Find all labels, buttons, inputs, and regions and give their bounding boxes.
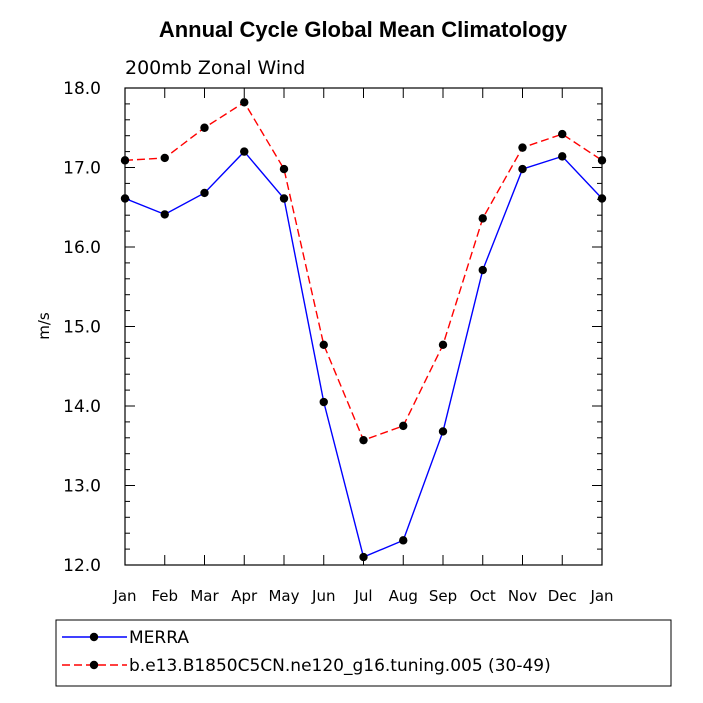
legend-label: b.e13.B1850C5CN.ne120_g16.tuning.005 (30… [129, 656, 551, 676]
data-point [518, 143, 527, 152]
x-tick-label: Jan [112, 587, 136, 605]
legend-marker [89, 660, 99, 670]
data-point [279, 164, 289, 174]
x-tick-label: May [268, 587, 299, 605]
y-tick-label: 15.0 [63, 318, 101, 338]
data-point [160, 210, 169, 219]
data-point [518, 164, 527, 174]
x-tick-label: Dec [548, 587, 577, 605]
data-point [359, 435, 368, 445]
data-point [319, 397, 328, 407]
x-tick-label: Apr [231, 587, 258, 605]
data-point [558, 129, 567, 139]
data-point [478, 214, 487, 223]
data-point [399, 421, 408, 431]
y-tick-label: 13.0 [63, 477, 101, 497]
series-line [124, 150, 603, 559]
data-point [399, 536, 408, 545]
data-point [558, 152, 567, 161]
y-tick-label: 17.0 [63, 159, 101, 179]
legend-item: b.e13.B1850C5CN.ne120_g16.tuning.005 (30… [62, 656, 551, 676]
x-tick-label: Feb [151, 587, 178, 605]
x-tick-label: Jun [311, 587, 335, 605]
data-point [597, 156, 607, 165]
series-merra [120, 147, 607, 562]
x-tick-label: Nov [508, 587, 537, 605]
plot-frame [124, 87, 603, 566]
data-point [319, 340, 328, 349]
data-point [120, 194, 130, 203]
chart-title: Annual Cycle Global Mean Climatology [159, 17, 568, 42]
x-tick-label: Jan [589, 587, 613, 605]
x-tick-label: Mar [190, 587, 219, 605]
chart-subtitle: 200mb Zonal Wind [125, 57, 305, 79]
x-tick-label: Jul [353, 587, 372, 605]
legend: MERRA b.e13.B1850C5CN.ne120_g16.tuning.00… [55, 619, 672, 687]
x-axis-tick-labels: Jan Feb Mar Apr May Jun Jul Aug Sep Oct Nov Dec Jan [112, 587, 613, 605]
legend-item: MERRA [62, 628, 189, 648]
y-tick-label: 16.0 [63, 238, 101, 258]
data-point [160, 153, 169, 163]
data-point [120, 156, 130, 165]
axis-ticks [124, 87, 603, 566]
x-tick-label: Aug [389, 587, 418, 605]
series-layer [120, 98, 607, 562]
data-point [478, 265, 487, 275]
data-point [438, 427, 448, 436]
legend-label: MERRA [129, 628, 189, 648]
data-point [240, 147, 249, 156]
data-point [200, 188, 209, 198]
y-axis-label: m/s [35, 312, 53, 340]
y-tick-label: 12.0 [63, 556, 101, 576]
x-tick-label: Oct [470, 587, 496, 605]
data-point [438, 340, 448, 349]
x-tick-label: Sep [429, 587, 457, 605]
legend-box [55, 619, 672, 687]
data-point [279, 194, 289, 203]
data-point [200, 123, 209, 132]
series-line [124, 101, 603, 442]
y-tick-label: 18.0 [63, 79, 101, 99]
y-tick-label: 14.0 [63, 397, 101, 417]
data-point [359, 552, 368, 562]
series-model [120, 98, 607, 445]
data-point [240, 98, 249, 107]
legend-marker [89, 632, 99, 642]
y-axis-tick-labels: 12.0 13.0 14.0 15.0 16.0 17.0 18.0 [63, 79, 101, 576]
data-point [597, 194, 607, 203]
